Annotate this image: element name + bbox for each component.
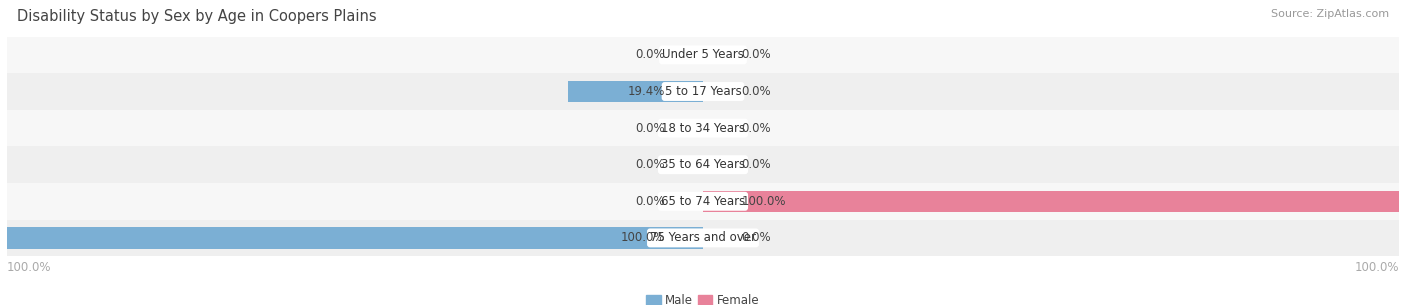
Text: 18 to 34 Years: 18 to 34 Years: [661, 122, 745, 135]
Text: 0.0%: 0.0%: [636, 195, 665, 208]
Text: 19.4%: 19.4%: [627, 85, 665, 98]
Text: 100.0%: 100.0%: [741, 195, 786, 208]
Text: 65 to 74 Years: 65 to 74 Years: [661, 195, 745, 208]
Text: 5 to 17 Years: 5 to 17 Years: [665, 85, 741, 98]
Text: Under 5 Years: Under 5 Years: [662, 48, 744, 61]
Text: 100.0%: 100.0%: [7, 261, 52, 274]
Text: 0.0%: 0.0%: [636, 122, 665, 135]
Text: 0.0%: 0.0%: [741, 48, 770, 61]
Text: Disability Status by Sex by Age in Coopers Plains: Disability Status by Sex by Age in Coope…: [17, 9, 377, 24]
Bar: [7, 110, 1399, 146]
Text: 0.0%: 0.0%: [741, 122, 770, 135]
Text: 0.0%: 0.0%: [636, 48, 665, 61]
Text: 100.0%: 100.0%: [620, 231, 665, 244]
Bar: [7, 220, 1399, 256]
Bar: [7, 146, 1399, 183]
Text: Source: ZipAtlas.com: Source: ZipAtlas.com: [1271, 9, 1389, 19]
Legend: Male, Female: Male, Female: [641, 289, 765, 305]
Text: 0.0%: 0.0%: [741, 85, 770, 98]
Bar: [703, 191, 1399, 212]
Text: 35 to 64 Years: 35 to 64 Years: [661, 158, 745, 171]
Bar: [7, 37, 1399, 73]
Bar: [7, 183, 1399, 220]
Text: 0.0%: 0.0%: [636, 158, 665, 171]
Text: 0.0%: 0.0%: [741, 158, 770, 171]
Bar: [568, 81, 703, 102]
Text: 0.0%: 0.0%: [741, 231, 770, 244]
Bar: [7, 227, 703, 249]
Text: 75 Years and over: 75 Years and over: [650, 231, 756, 244]
Bar: [7, 73, 1399, 110]
Text: 100.0%: 100.0%: [1354, 261, 1399, 274]
